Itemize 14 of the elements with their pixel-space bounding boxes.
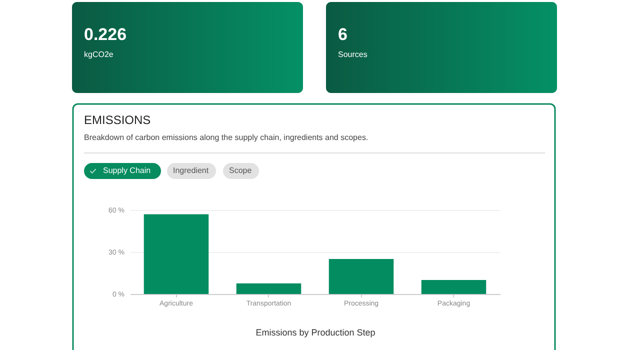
text: kgCO2e [84, 50, 114, 59]
text: Sources [338, 50, 368, 59]
text: 6 [338, 25, 348, 44]
text: Ingredient [173, 166, 210, 175]
bar [144, 214, 209, 294]
bar [328, 259, 394, 294]
text: Scope [229, 166, 252, 175]
bar [421, 280, 486, 294]
chart-title: EMISSIONS [84, 113, 151, 127]
chart-subtitle: Breakdown of carbon emissions along the supply chain, ingredients and scopes. [84, 133, 368, 142]
bar [236, 283, 302, 294]
text: 0.226 [84, 25, 127, 44]
text: Supply Chain [103, 166, 151, 175]
x-axis-title: Emissions by Production Step [256, 328, 376, 338]
